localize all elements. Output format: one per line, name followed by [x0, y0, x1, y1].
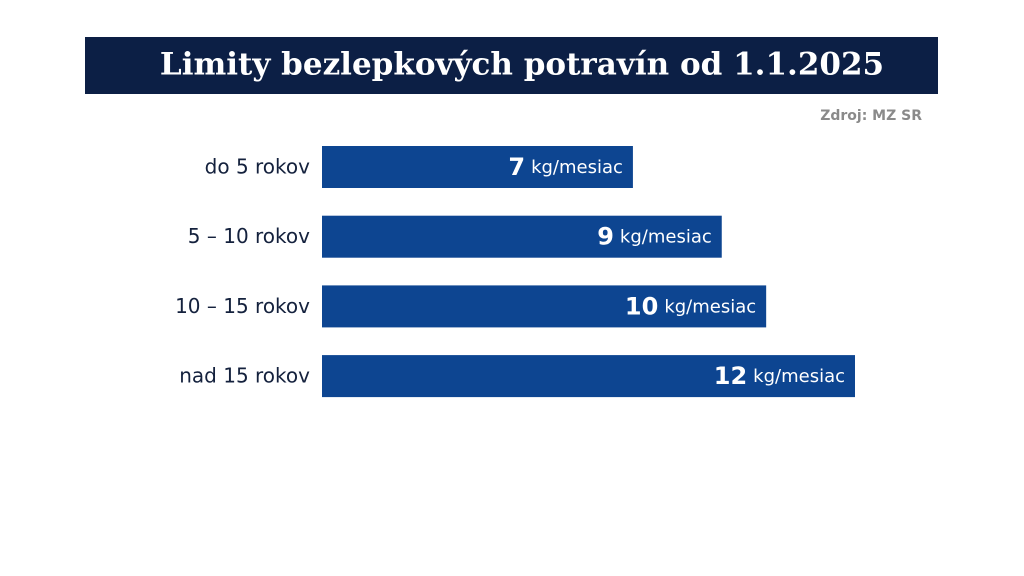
value-number: 12: [714, 362, 747, 390]
value-number: 10: [625, 292, 658, 320]
category-label: 10 – 15 rokov: [175, 294, 310, 318]
value-label: 10 kg/mesiac: [625, 292, 756, 320]
value-unit: kg/mesiac: [664, 296, 756, 317]
value-label: 12 kg/mesiac: [714, 362, 845, 390]
source: Zdroj: MZ SR: [820, 108, 922, 124]
chart-title: Limity bezlepkových potravín od 1.1.2025: [160, 47, 884, 83]
value-number: 9: [597, 223, 614, 251]
bar: [322, 355, 855, 398]
category-label: 5 – 10 rokov: [188, 224, 310, 248]
bar: [322, 146, 633, 188]
category-label: nad 15 rokov: [179, 364, 310, 388]
value-label: 7 kg/mesiac: [508, 153, 623, 181]
value-number: 7: [508, 153, 525, 181]
value-unit: kg/mesiac: [531, 157, 623, 178]
category-label: do 5 rokov: [205, 155, 310, 179]
value-unit: kg/mesiac: [753, 366, 845, 387]
title-banner: [85, 37, 938, 94]
value-label: 9 kg/mesiac: [597, 223, 712, 251]
bar: [322, 285, 767, 328]
value-unit: kg/mesiac: [620, 227, 712, 248]
bar: [322, 215, 722, 258]
